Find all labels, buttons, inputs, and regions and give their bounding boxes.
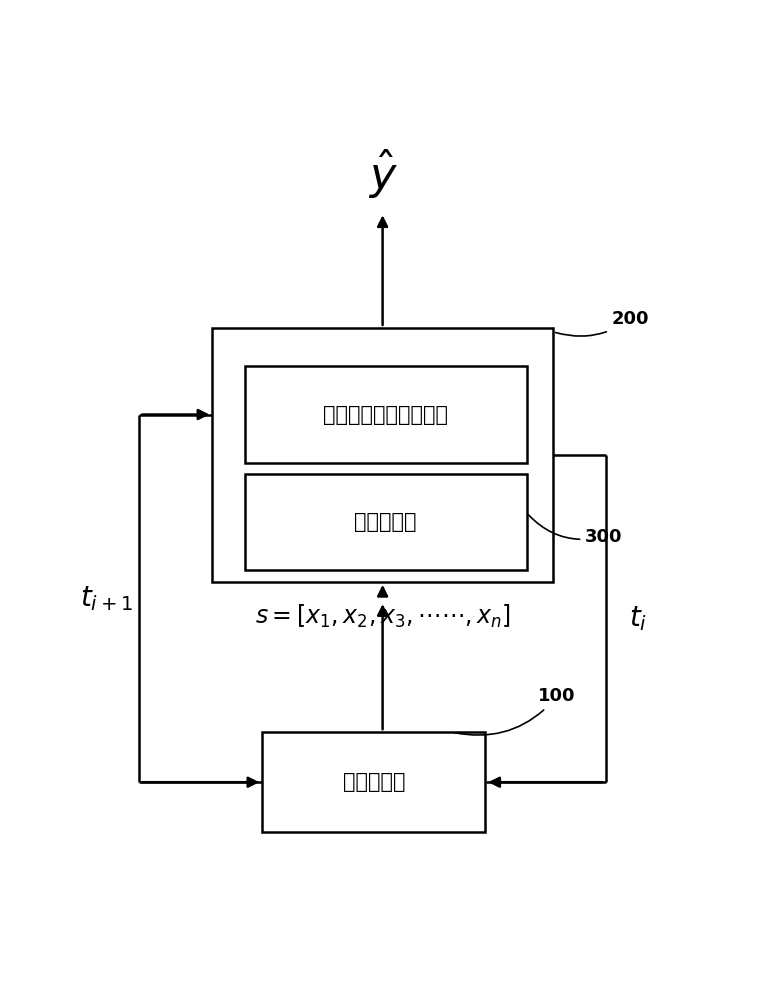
Text: $t_{i+1}$: $t_{i+1}$	[80, 584, 133, 613]
Text: 100: 100	[455, 687, 576, 735]
Text: 用户层网络: 用户层网络	[343, 772, 405, 792]
Bar	[212, 328, 553, 582]
Text: $t_i$: $t_i$	[629, 604, 647, 633]
Bar	[245, 474, 527, 570]
Bar	[262, 732, 485, 832]
Text: 会话层网络: 会话层网络	[354, 512, 417, 532]
Bar	[245, 366, 527, 463]
Text: $\hat{y}$: $\hat{y}$	[368, 147, 397, 201]
Text: 300: 300	[528, 515, 623, 546]
Text: 用户长期偏好记忆单元: 用户长期偏好记忆单元	[323, 405, 448, 425]
Text: $s=[x_1,x_2,x_3,\cdots\cdots,x_n]$: $s=[x_1,x_2,x_3,\cdots\cdots,x_n]$	[255, 603, 511, 630]
Text: 200: 200	[556, 310, 649, 336]
